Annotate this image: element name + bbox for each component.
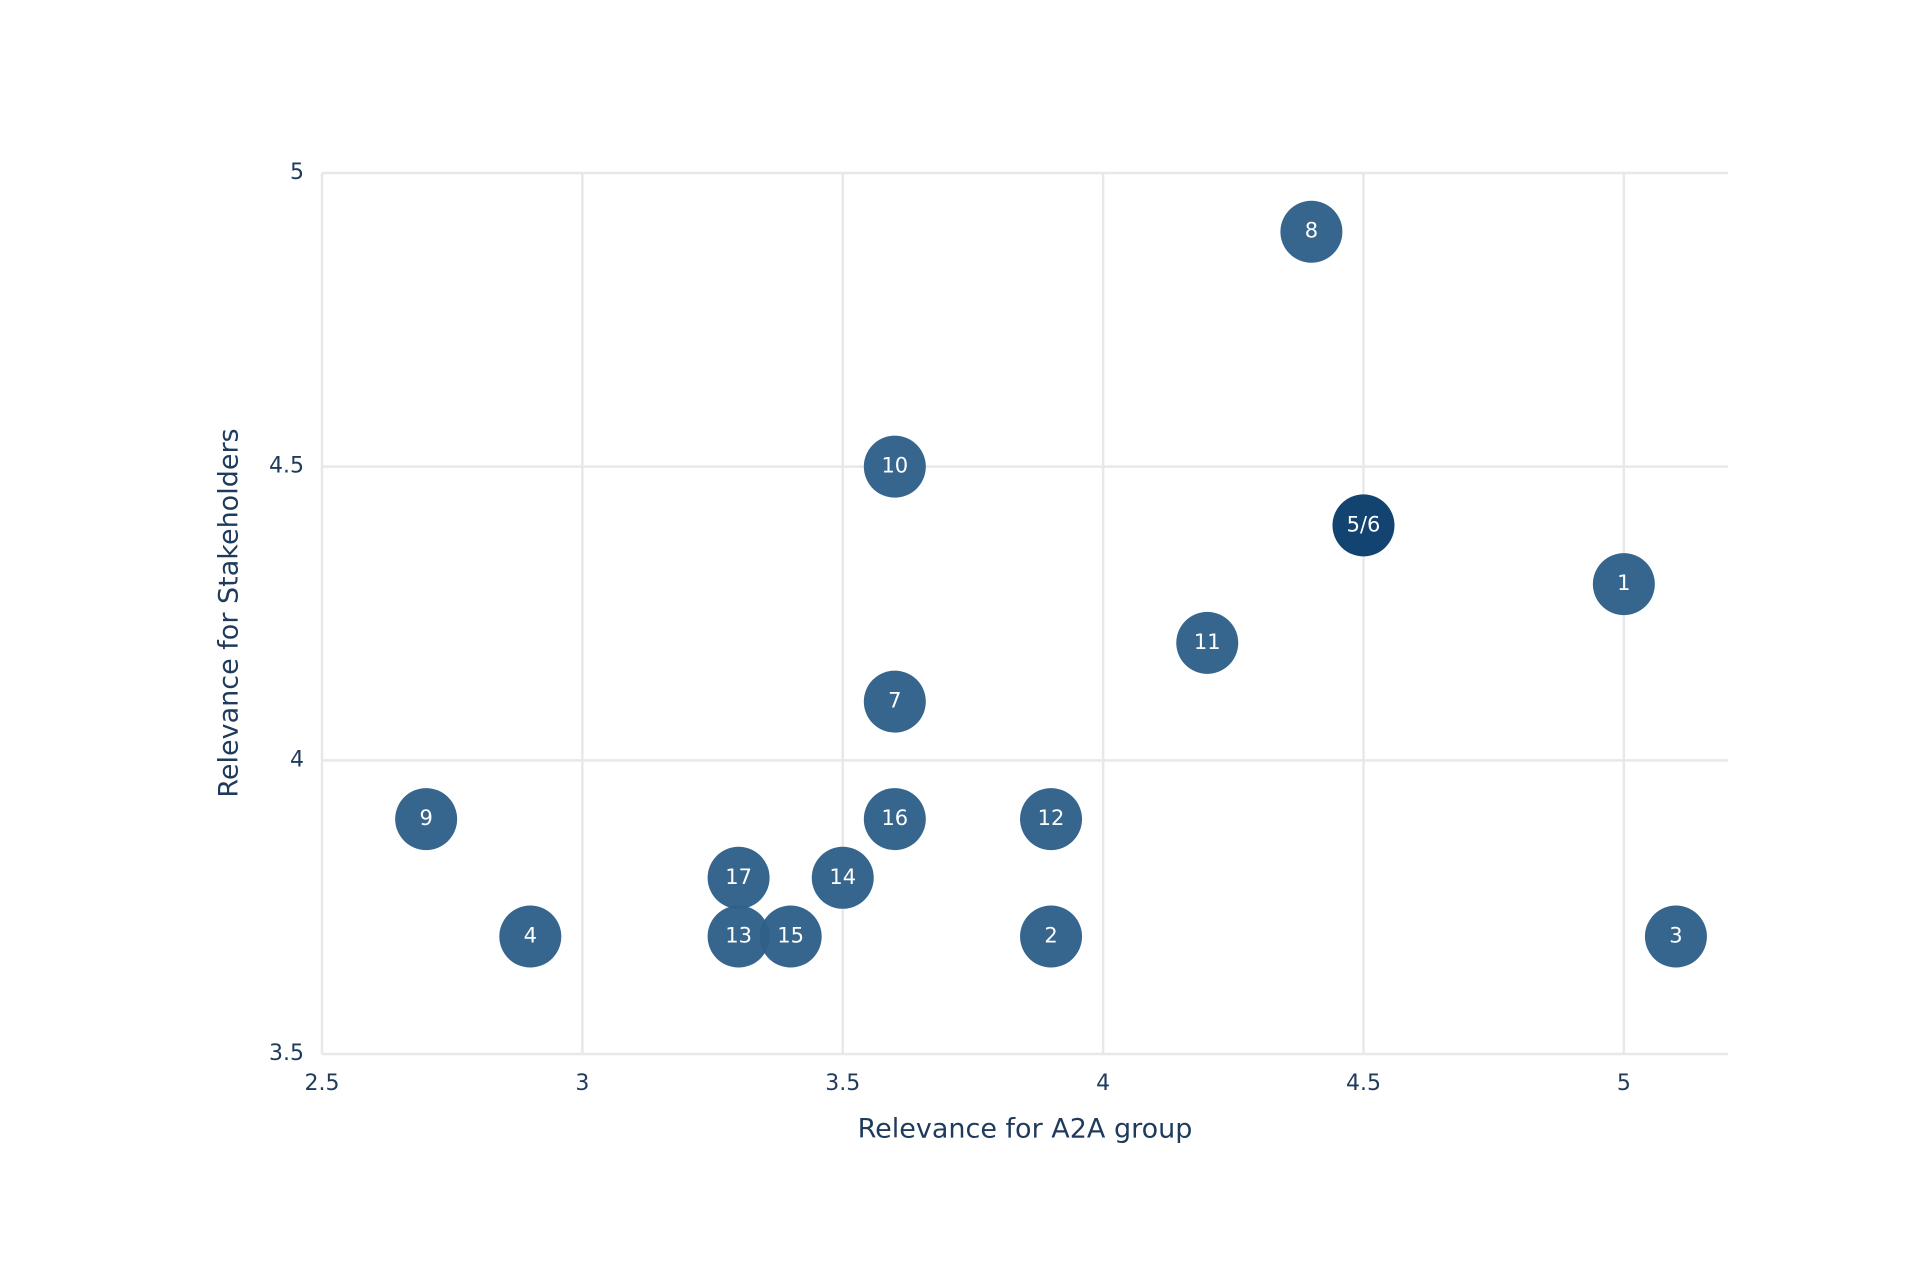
point bbox=[707, 905, 770, 968]
point-label: 17 bbox=[725, 865, 752, 889]
point bbox=[1176, 611, 1239, 674]
x-tick-label: 2.5 bbox=[305, 1071, 340, 1096]
y-tick-label: 4.5 bbox=[269, 454, 304, 479]
point-label: 4 bbox=[524, 924, 537, 948]
y-tick-label: 3.5 bbox=[269, 1041, 304, 1066]
point bbox=[395, 788, 458, 851]
point-label: 8 bbox=[1305, 219, 1318, 243]
x-tick-label: 4 bbox=[1096, 1071, 1110, 1096]
point-label: 3 bbox=[1669, 924, 1682, 948]
point-label: 15 bbox=[777, 924, 804, 948]
point bbox=[863, 670, 926, 733]
point-label: 11 bbox=[1194, 630, 1221, 654]
point bbox=[863, 788, 926, 851]
point-label: 14 bbox=[829, 865, 856, 889]
point bbox=[863, 435, 926, 498]
point-label: 2 bbox=[1044, 924, 1057, 948]
point bbox=[1332, 494, 1395, 557]
point bbox=[1020, 788, 1083, 851]
point-label: 16 bbox=[881, 806, 908, 830]
y-tick-label: 5 bbox=[290, 160, 304, 185]
point-label: 10 bbox=[881, 454, 908, 478]
point-label: 1 bbox=[1617, 571, 1630, 595]
x-tick-label: 4.5 bbox=[1346, 1071, 1381, 1096]
point bbox=[499, 905, 562, 968]
point bbox=[811, 846, 874, 909]
x-axis-title: Relevance for A2A group bbox=[858, 1114, 1193, 1145]
point-label: 12 bbox=[1038, 806, 1065, 830]
point-label: 9 bbox=[419, 806, 432, 830]
point-label: 13 bbox=[725, 924, 752, 948]
point bbox=[1644, 905, 1707, 968]
y-tick-label: 4 bbox=[290, 747, 304, 772]
x-tick-label: 5 bbox=[1617, 1071, 1631, 1096]
y-axis-title: Relevance for Stakeholders bbox=[214, 428, 245, 797]
x-tick-label: 3 bbox=[575, 1071, 589, 1096]
point-label: 5/6 bbox=[1347, 512, 1381, 536]
point bbox=[759, 905, 822, 968]
point bbox=[1280, 200, 1343, 263]
point bbox=[707, 846, 770, 909]
point bbox=[1020, 905, 1083, 968]
point-label: 7 bbox=[888, 689, 901, 713]
point bbox=[1592, 553, 1655, 616]
x-tick-label: 3.5 bbox=[825, 1071, 860, 1096]
